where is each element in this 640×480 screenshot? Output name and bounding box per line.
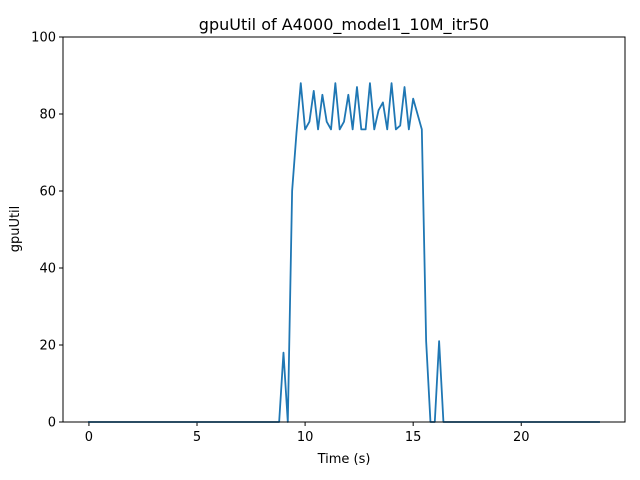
y-tick-label: 80 <box>39 108 56 123</box>
x-tick-label: 0 <box>85 430 93 445</box>
y-tick-label: 40 <box>39 262 56 277</box>
y-tick-label: 100 <box>31 31 56 46</box>
y-axis-ticks: 0 20 40 60 80 100 <box>31 31 63 431</box>
x-tick-label: 10 <box>297 430 314 445</box>
series-layer <box>88 82 600 423</box>
x-axis-ticks: 0 5 10 15 20 <box>85 422 530 445</box>
plot-frame <box>62 36 626 423</box>
x-tick-label: 15 <box>405 430 422 445</box>
y-tick-label: 20 <box>39 339 56 354</box>
chart-title: gpuUtil of A4000_model1_10M_itr50 <box>199 15 489 35</box>
x-axis-label: Time (s) <box>317 452 371 467</box>
series-line-0 <box>88 82 600 423</box>
y-tick-label: 0 <box>48 416 56 431</box>
x-tick-label: 20 <box>513 430 530 445</box>
x-tick-label: 5 <box>193 430 201 445</box>
y-axis-label: gpuUtil <box>8 206 23 253</box>
y-tick-label: 60 <box>39 185 56 200</box>
